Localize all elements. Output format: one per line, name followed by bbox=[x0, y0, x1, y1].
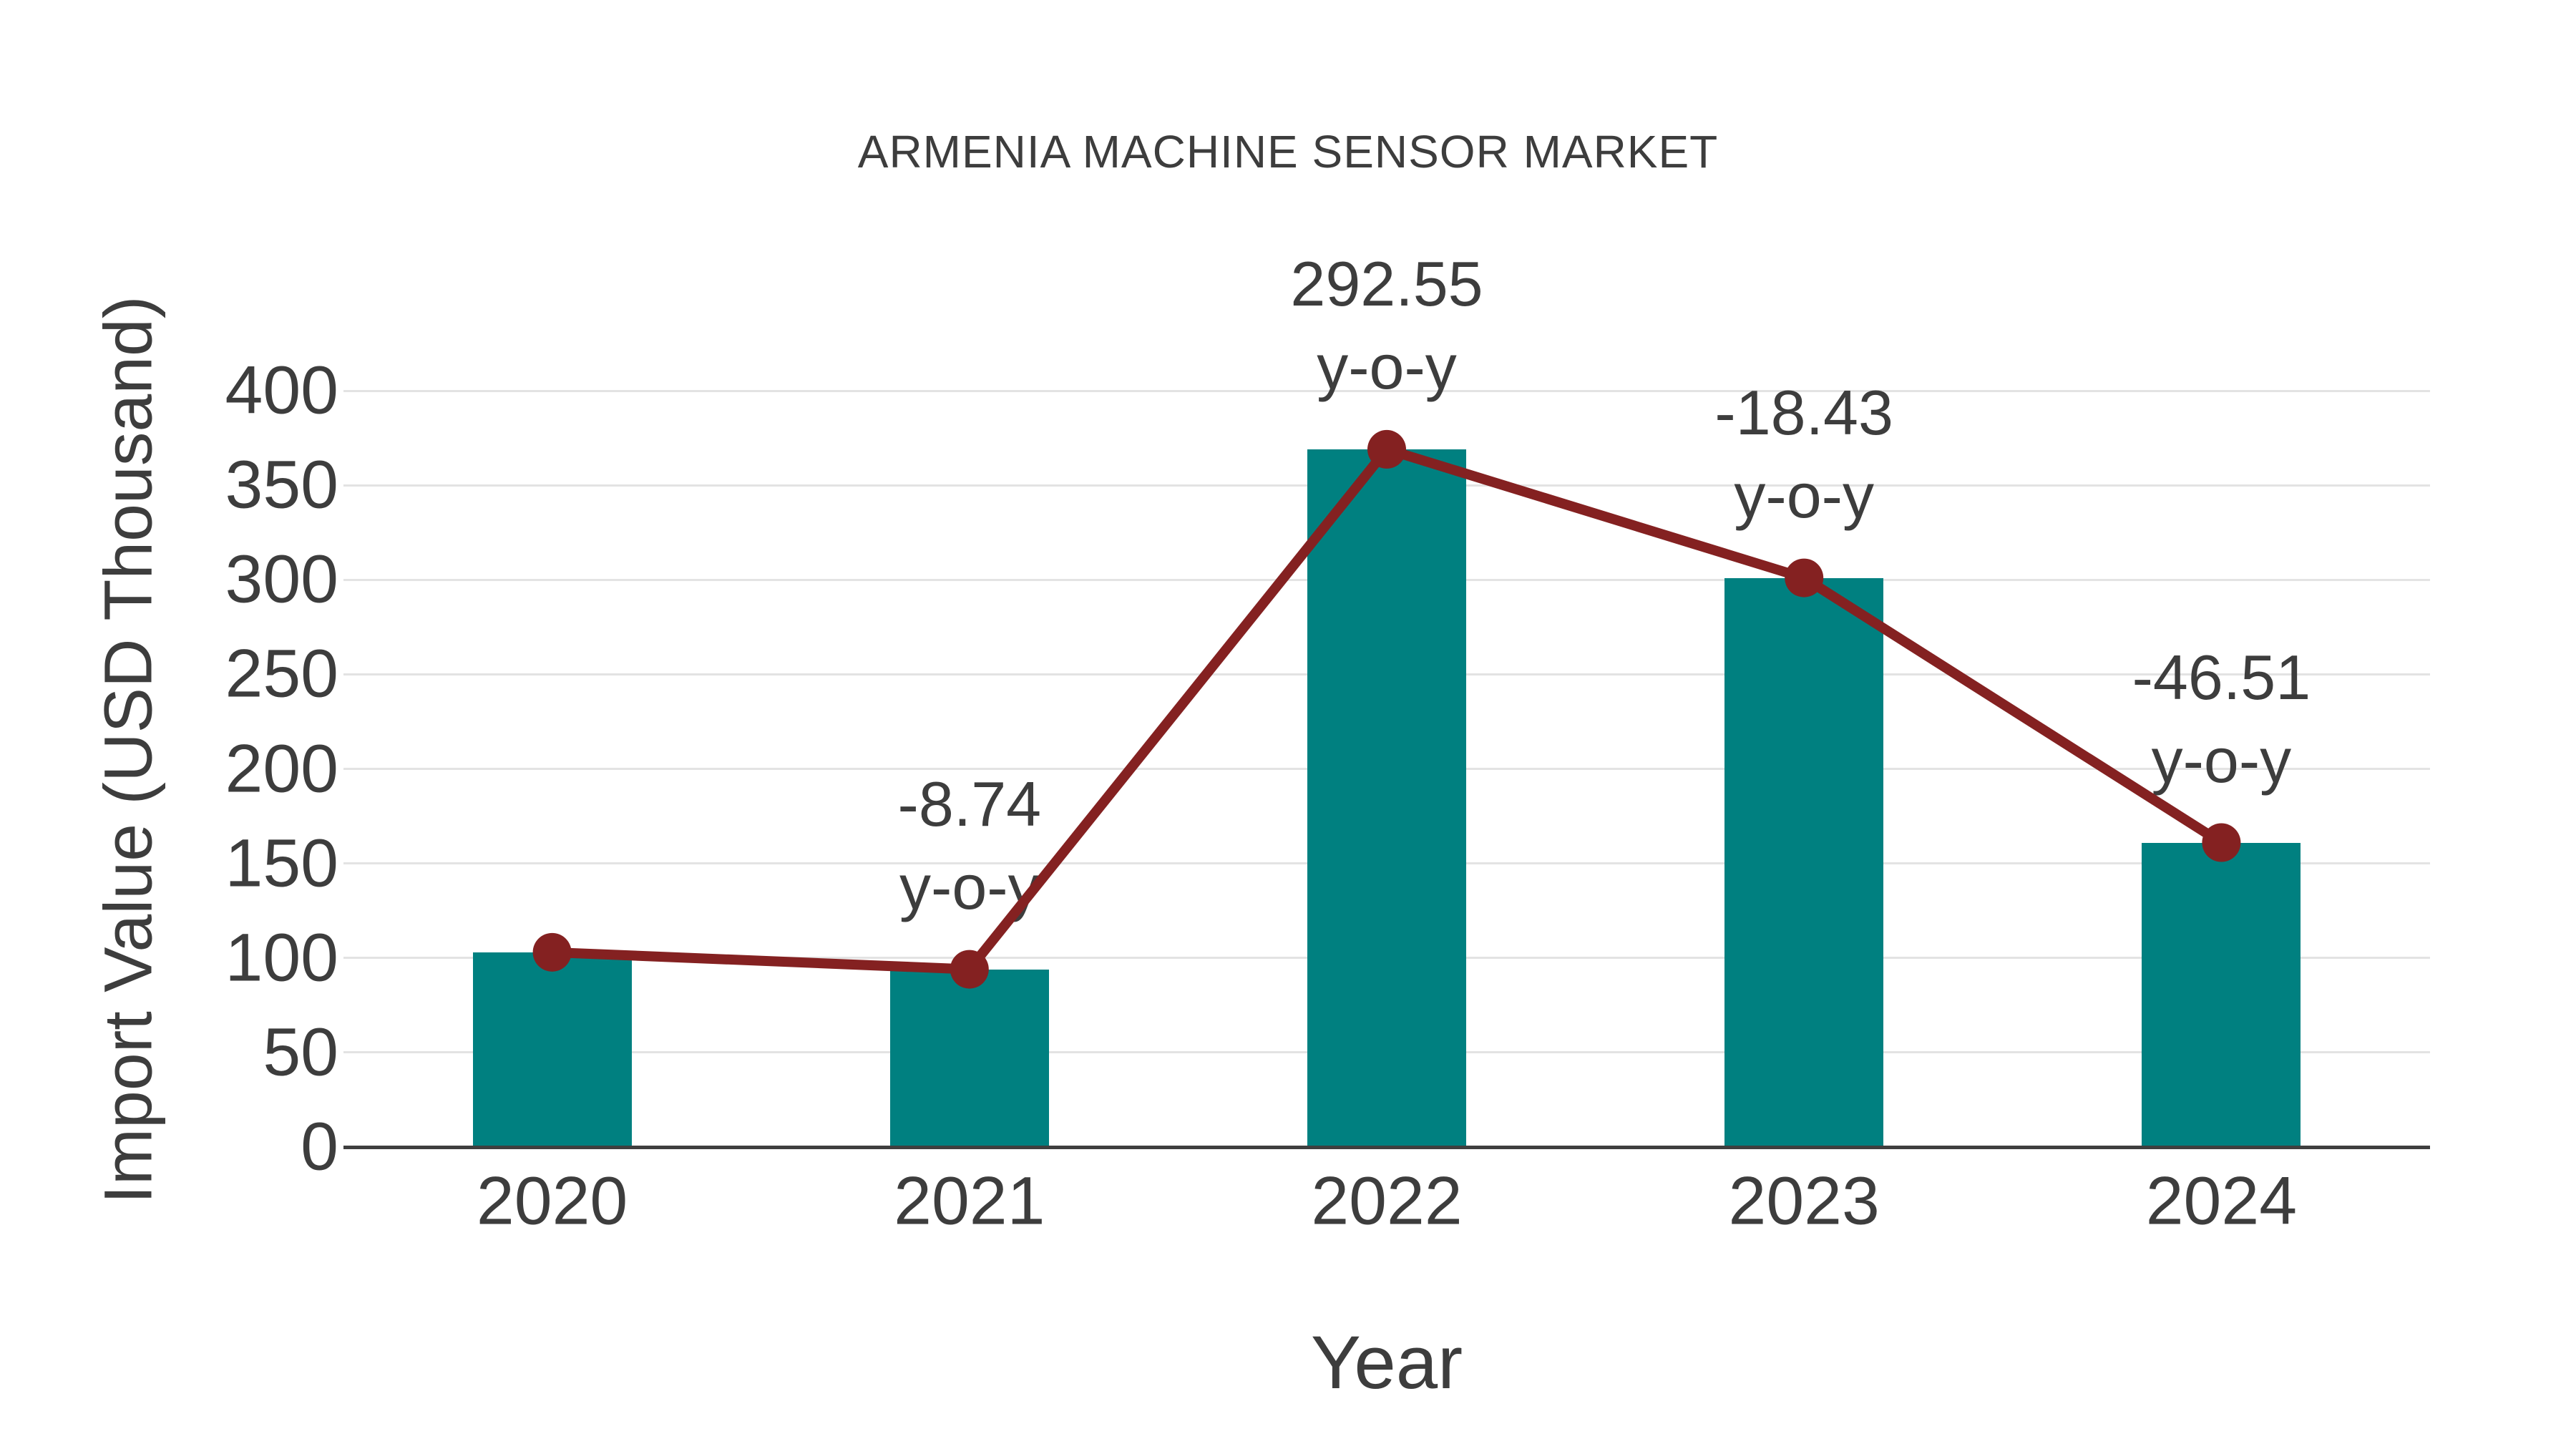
bar-2023 bbox=[1724, 577, 1884, 1147]
y-tick-400: 400 bbox=[225, 352, 338, 429]
bar-2024 bbox=[2142, 842, 2301, 1147]
y-tick-200: 200 bbox=[225, 731, 338, 806]
annotation-yoy-2021: y-o-y bbox=[899, 851, 1040, 922]
annotation-value-2024: -46.51 bbox=[2132, 641, 2311, 713]
x-tick-2024: 2024 bbox=[2145, 1163, 2298, 1239]
gridline-400 bbox=[343, 389, 2430, 392]
annotation-value-2023: -18.43 bbox=[1714, 376, 1893, 448]
bar-2021 bbox=[889, 969, 1049, 1147]
bar-2022 bbox=[1307, 449, 1466, 1147]
y-tick-350: 350 bbox=[225, 447, 338, 523]
annotation-value-2022: 292.55 bbox=[1290, 248, 1483, 319]
y-tick-250: 250 bbox=[225, 635, 338, 712]
y-tick-300: 300 bbox=[225, 541, 338, 618]
y-tick-100: 100 bbox=[225, 919, 338, 996]
chart-title: ARMENIA MACHINE SENSOR MARKET bbox=[857, 126, 1719, 177]
x-axis-line bbox=[343, 1146, 2430, 1149]
x-tick-2022: 2022 bbox=[1311, 1163, 1463, 1239]
y-tick-150: 150 bbox=[225, 825, 338, 902]
annotation-yoy-2022: y-o-y bbox=[1317, 331, 1457, 402]
x-tick-2023: 2023 bbox=[1728, 1163, 1880, 1239]
y-tick-0: 0 bbox=[301, 1108, 338, 1185]
x-tick-2021: 2021 bbox=[894, 1163, 1045, 1239]
bar-2020 bbox=[472, 952, 632, 1147]
x-axis-label: Year bbox=[1310, 1321, 1463, 1405]
annotation-value-2021: -8.74 bbox=[897, 768, 1042, 839]
y-tick-50: 50 bbox=[263, 1014, 338, 1091]
annotation-yoy-2024: y-o-y bbox=[2151, 724, 2292, 796]
x-tick-2020: 2020 bbox=[476, 1163, 628, 1239]
annotation-yoy-2023: y-o-y bbox=[1734, 459, 1874, 531]
